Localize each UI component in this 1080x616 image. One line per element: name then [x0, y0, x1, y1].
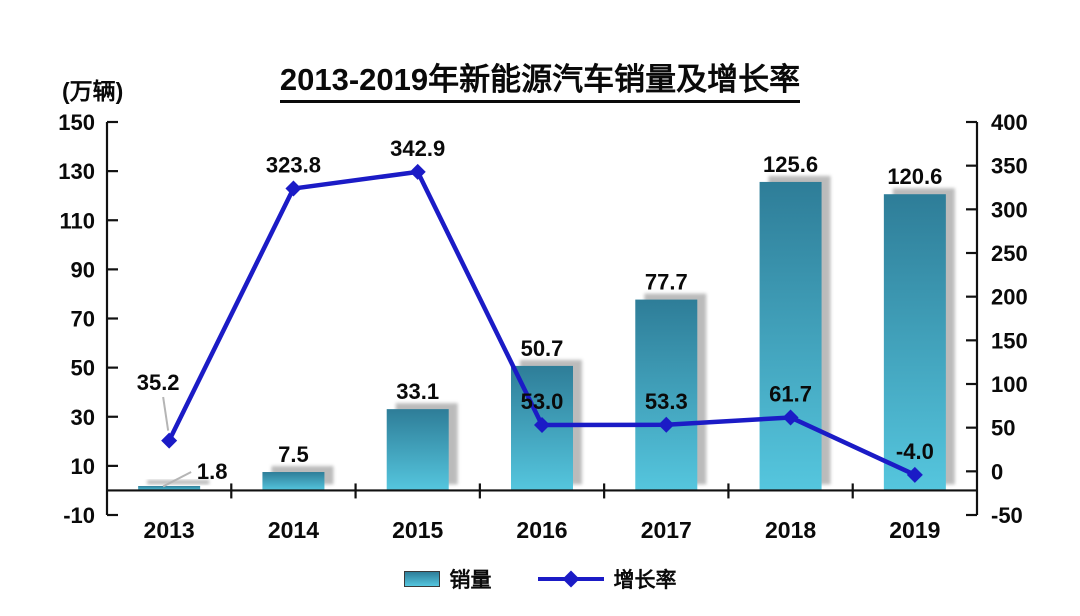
legend: 销量 增长率: [0, 564, 1080, 594]
left-axis-unit-label: (万辆): [62, 78, 124, 104]
right-axis-tick-label: 0: [991, 459, 1003, 484]
x-axis-category-label: 2017: [641, 517, 692, 543]
legend-item-sales: 销量: [403, 564, 492, 594]
growth-marker-2018: [782, 409, 799, 426]
bar-2015: [386, 409, 449, 491]
right-axis-tick-label: 400: [991, 110, 1028, 135]
bar-2014: [262, 472, 325, 491]
x-axis-category-label: 2013: [144, 517, 195, 543]
sales-value-label-2016: 50.7: [521, 336, 564, 361]
sales-value-label-2018: 125.6: [763, 152, 818, 177]
right-axis-tick-label: 150: [991, 328, 1028, 353]
sales-value-label-2019: 120.6: [887, 164, 942, 189]
growth-marker-2015: [409, 163, 426, 180]
sales-value-label-2013: 1.8: [197, 459, 228, 484]
legend-item-growth: 增长率: [537, 564, 677, 594]
growth-line-marker-icon: [537, 570, 604, 588]
left-axis-tick-label: 70: [71, 307, 95, 332]
growth-value-label-2018: 61.7: [769, 381, 812, 406]
left-axis-tick-label: 30: [71, 405, 95, 430]
x-axis-category-label: 2014: [268, 517, 319, 543]
right-axis-tick-label: -50: [991, 503, 1023, 528]
growth-value-label-2019: -4.0: [896, 439, 934, 464]
growth-value-label-2017: 53.3: [645, 389, 688, 414]
right-axis-tick-label: 350: [991, 154, 1028, 179]
bar-2013: [138, 486, 201, 491]
growth-marker-2014: [285, 180, 302, 197]
bar-2018: [759, 181, 822, 491]
growth-marker-2019: [906, 466, 923, 483]
left-axis-tick-label: 130: [58, 159, 95, 184]
bar-shadow-2013: [147, 480, 210, 485]
x-axis-category-label: 2019: [889, 517, 940, 543]
growth-value-label-2016: 53.0: [521, 389, 564, 414]
x-axis-category-label: 2016: [516, 517, 567, 543]
right-axis-tick-label: 250: [991, 241, 1028, 266]
sales-legend-label: 销量: [449, 569, 492, 592]
sales-bar-swatch-icon: [403, 571, 440, 587]
left-axis-tick-label: 50: [71, 356, 95, 381]
bar-2019: [883, 194, 946, 491]
growth-marker-2017: [658, 416, 675, 433]
growth-marker-2013: [161, 432, 178, 449]
sales-label-leader-line: [162, 471, 192, 488]
growth-marker-2016: [534, 417, 550, 434]
x-axis-category-label: 2015: [392, 517, 443, 543]
left-axis-tick-label: 150: [58, 110, 95, 135]
left-axis-tick-label: 10: [71, 454, 95, 479]
x-axis-category-label: 2018: [765, 517, 816, 543]
growth-legend-label: 增长率: [613, 569, 677, 592]
sales-value-label-2014: 7.5: [278, 442, 309, 467]
left-axis-tick-label: 90: [71, 257, 95, 282]
right-axis-tick-label: 300: [991, 197, 1028, 222]
right-axis-tick-label: 200: [991, 285, 1028, 310]
right-axis-tick-label: 50: [991, 416, 1015, 441]
sales-value-label-2017: 77.7: [645, 270, 688, 295]
growth-label-leader-line: [162, 396, 170, 431]
growth-value-label-2015: 342.9: [390, 136, 445, 161]
left-axis-tick-label: -10: [63, 503, 95, 528]
growth-value-label-2014: 323.8: [266, 153, 321, 178]
right-axis-tick-label: 100: [991, 372, 1028, 397]
chart-title: 2013-2019年新能源汽车销量及增长率: [0, 54, 1080, 103]
left-axis-tick-label: 110: [60, 208, 96, 233]
sales-value-label-2015: 33.1: [396, 379, 439, 404]
growth-value-label-2013: 35.2: [137, 370, 180, 395]
bar-2017: [635, 299, 698, 491]
